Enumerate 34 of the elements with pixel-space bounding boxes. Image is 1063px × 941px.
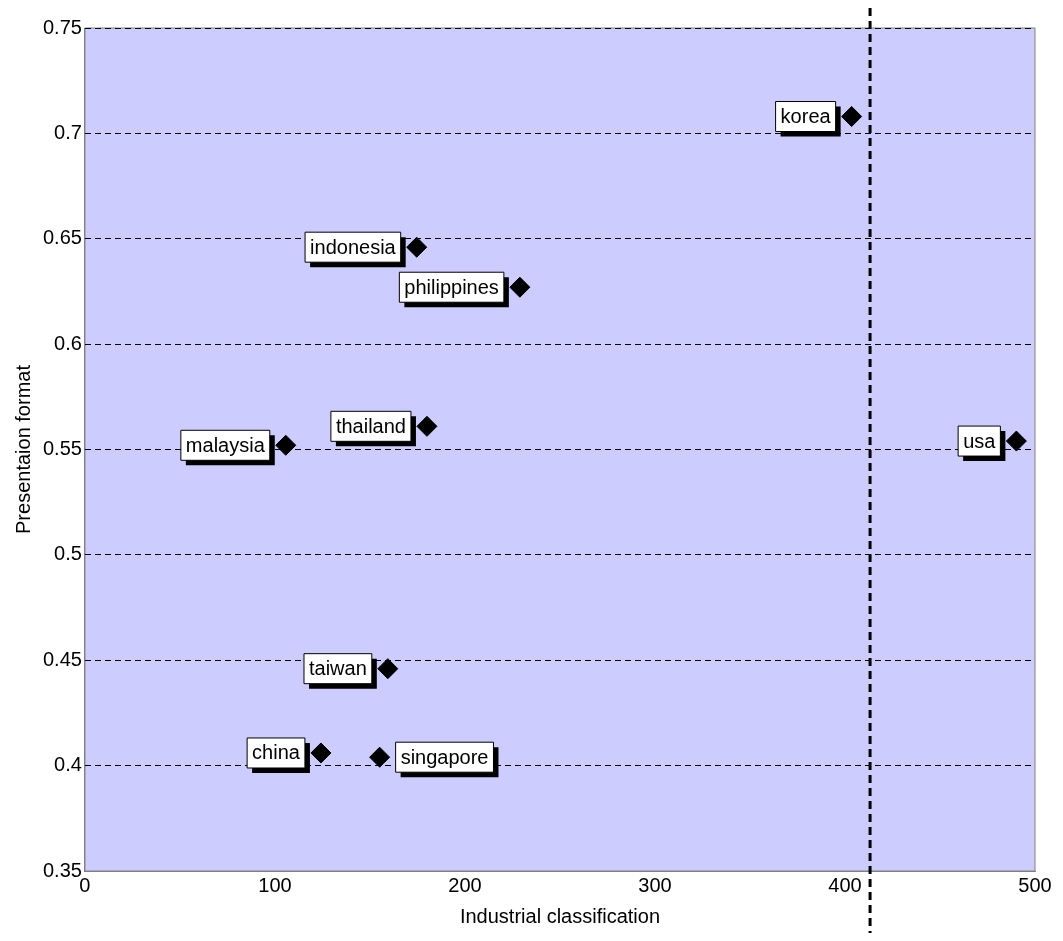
annotation: philippines [404, 275, 499, 298]
y-tick-label: 0.35 [42, 858, 82, 881]
y-tick-label: 0.75 [42, 15, 82, 38]
point [1005, 430, 1027, 452]
y-tick-label: 0.5 [54, 542, 82, 565]
y-tick-label: 0.6 [54, 331, 82, 354]
annotation: malaysia [185, 433, 266, 456]
y-tick-label: 0.55 [42, 437, 82, 460]
annotation: singapore [400, 745, 489, 768]
y-tick-label: 0.65 [42, 226, 82, 249]
annotation: korea [780, 105, 832, 128]
point [416, 415, 438, 437]
point [406, 236, 428, 258]
annotation: taiwan [309, 657, 367, 680]
x-axis-title: Industrial classification [459, 904, 661, 927]
x-tick-label: 500 [1018, 873, 1052, 896]
x-tick-label: 200 [448, 873, 482, 896]
y-tick-label: 0.45 [42, 647, 82, 670]
y-tick-label: 0.4 [54, 753, 82, 776]
x-tick-label: 400 [828, 873, 862, 896]
point [369, 746, 391, 768]
point [275, 434, 297, 456]
annotation: china [252, 741, 301, 764]
point [377, 658, 399, 680]
y-axis-title: Presentaion format [11, 364, 34, 534]
y-tick-label: 0.7 [54, 120, 82, 143]
point [310, 742, 332, 764]
x-tick-label: 300 [638, 873, 672, 896]
annotation: thailand [335, 414, 406, 437]
point [841, 106, 863, 128]
annotation: indonesia [310, 235, 397, 258]
x-tick-label: 100 [258, 873, 292, 896]
annotation: usa [963, 429, 997, 452]
point [509, 276, 531, 298]
